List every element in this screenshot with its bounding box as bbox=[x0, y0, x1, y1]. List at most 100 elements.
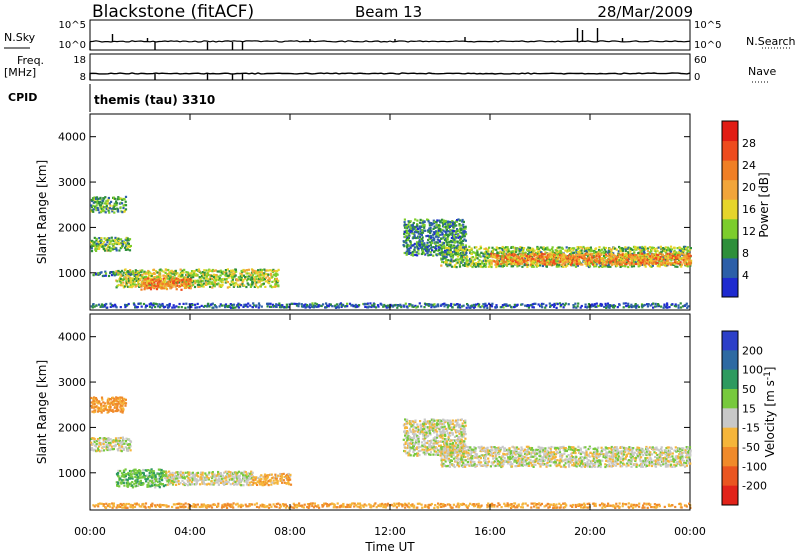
power-cell bbox=[682, 253, 685, 256]
power-cell bbox=[550, 259, 553, 262]
power-cell bbox=[143, 284, 147, 287]
power-cell bbox=[686, 265, 689, 268]
velocity-cell bbox=[137, 475, 140, 478]
power-cell bbox=[212, 275, 216, 279]
power-cell bbox=[679, 306, 683, 309]
velocity-cell bbox=[237, 482, 240, 485]
velocity-cell bbox=[180, 475, 183, 478]
power-cell bbox=[510, 254, 513, 257]
power-cell bbox=[621, 264, 624, 268]
power-cell bbox=[688, 254, 691, 258]
power-cell bbox=[109, 204, 112, 207]
power-data-cells bbox=[90, 195, 693, 309]
power-cell bbox=[303, 304, 306, 307]
power-cell bbox=[679, 302, 682, 305]
velocity-cell bbox=[103, 437, 106, 440]
power-cell bbox=[170, 275, 173, 278]
velocity-cell bbox=[207, 478, 210, 481]
velocity-cell bbox=[213, 482, 216, 485]
power-cell bbox=[654, 302, 657, 305]
velocity-cell bbox=[91, 410, 94, 413]
power-cell bbox=[271, 280, 274, 283]
power-cell bbox=[564, 254, 567, 257]
power-cell bbox=[621, 248, 624, 251]
velocity-cell bbox=[118, 444, 121, 447]
power-cell bbox=[576, 257, 579, 260]
power-cell bbox=[433, 225, 436, 228]
power-colorbar-tick: 12 bbox=[742, 225, 756, 238]
y-tick-label: 2000 bbox=[58, 221, 86, 234]
velocity-cell bbox=[126, 478, 129, 482]
power-cell bbox=[640, 260, 643, 263]
power-cell bbox=[240, 275, 243, 279]
velocity-cell bbox=[139, 472, 143, 475]
power-cell bbox=[101, 199, 104, 202]
power-cell bbox=[563, 263, 566, 266]
power-cell bbox=[662, 258, 665, 261]
power-cell bbox=[592, 263, 595, 266]
power-cell bbox=[503, 250, 506, 253]
velocity-cell bbox=[127, 482, 130, 486]
velocity-cell bbox=[121, 404, 124, 407]
power-cell bbox=[556, 247, 559, 250]
power-cell bbox=[679, 247, 682, 250]
power-cell bbox=[226, 274, 229, 278]
power-cell bbox=[514, 253, 517, 256]
velocity-cell bbox=[237, 480, 240, 483]
power-cell bbox=[551, 258, 554, 261]
power-cell bbox=[175, 288, 178, 291]
power-cell bbox=[200, 274, 204, 278]
power-cell bbox=[417, 242, 420, 245]
power-cell bbox=[674, 255, 677, 259]
velocity-cell bbox=[124, 404, 127, 407]
power-cell bbox=[453, 230, 457, 233]
velocity-cell bbox=[152, 475, 155, 478]
power-cell bbox=[119, 280, 122, 283]
power-cell bbox=[651, 264, 654, 267]
power-cell bbox=[476, 257, 479, 260]
power-cell bbox=[387, 306, 390, 309]
power-cell bbox=[609, 259, 612, 262]
power-cell bbox=[593, 251, 597, 254]
power-cell bbox=[137, 278, 141, 281]
power-cell bbox=[120, 281, 123, 284]
power-cell bbox=[433, 231, 436, 234]
power-cell bbox=[483, 247, 486, 251]
velocity-cell bbox=[213, 475, 216, 478]
power-cell bbox=[221, 272, 224, 276]
power-cell bbox=[437, 229, 440, 232]
power-cell bbox=[456, 261, 459, 264]
power-cell bbox=[506, 250, 509, 253]
power-cell bbox=[190, 284, 193, 287]
power-cell bbox=[650, 265, 653, 268]
power-cell bbox=[618, 245, 621, 249]
power-cell bbox=[445, 248, 449, 251]
power-cell bbox=[110, 271, 113, 274]
power-cell bbox=[657, 304, 660, 307]
power-cell bbox=[635, 258, 638, 261]
power-cell bbox=[571, 254, 575, 257]
power-cell bbox=[455, 245, 458, 248]
power-cell bbox=[530, 265, 534, 268]
power-cell bbox=[677, 262, 680, 265]
power-cell bbox=[254, 271, 258, 274]
power-cell bbox=[600, 253, 603, 256]
velocity-cell bbox=[200, 471, 203, 474]
velocity-cell bbox=[199, 476, 202, 479]
power-cell bbox=[478, 259, 481, 262]
power-cell bbox=[412, 244, 415, 247]
power-cell bbox=[174, 269, 177, 272]
power-cell bbox=[258, 280, 261, 283]
velocity-cell bbox=[98, 400, 101, 403]
power-cell bbox=[417, 249, 420, 252]
power-cell bbox=[175, 277, 178, 280]
power-cell bbox=[95, 207, 98, 210]
velocity-cell bbox=[124, 475, 127, 478]
power-cell bbox=[538, 253, 541, 256]
power-cell bbox=[264, 272, 268, 276]
velocity-cell bbox=[117, 439, 120, 442]
velocity-cell bbox=[179, 481, 182, 485]
power-cell bbox=[180, 276, 183, 279]
power-cell bbox=[542, 258, 545, 261]
power-cell bbox=[210, 274, 213, 277]
